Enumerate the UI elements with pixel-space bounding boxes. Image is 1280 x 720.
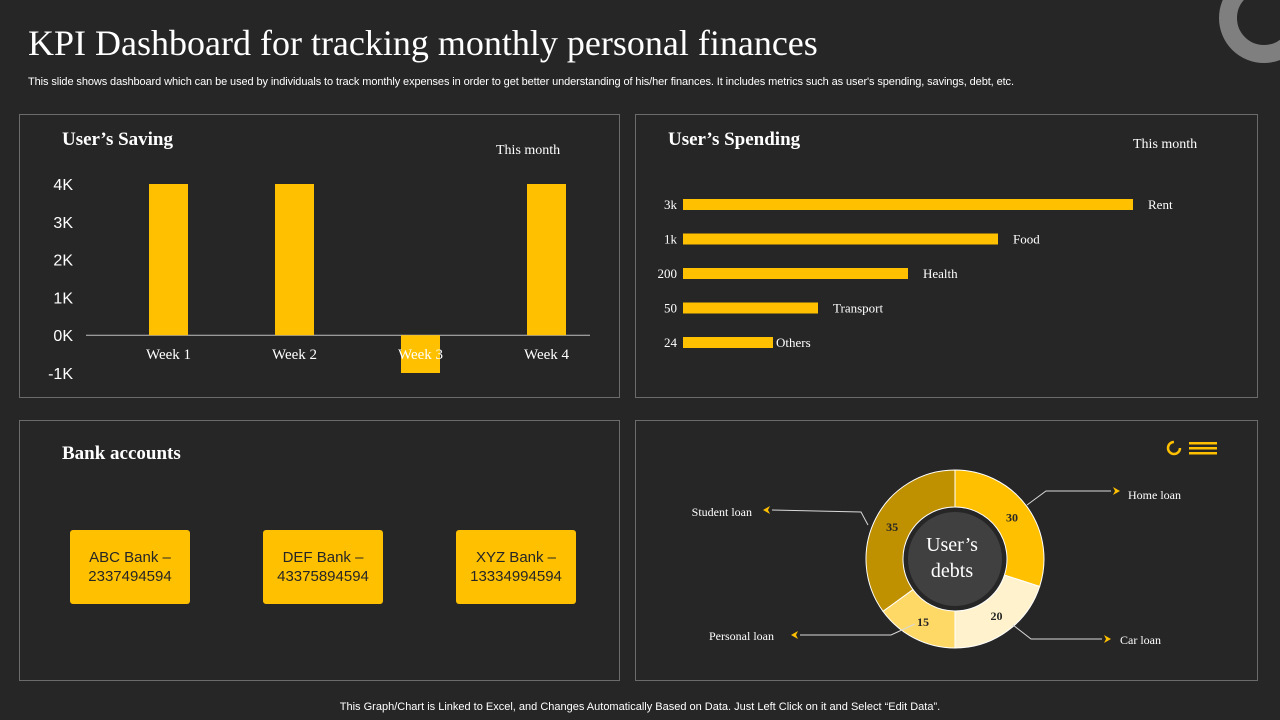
- bank-card-xyz[interactable]: XYZ Bank – 13334994594: [456, 530, 576, 604]
- footer-note: This Graph/Chart is Linked to Excel, and…: [339, 701, 941, 713]
- callout-line: [1026, 490, 1111, 506]
- x-tick-label: Week 2: [272, 347, 317, 363]
- spending-category-label: Rent: [1148, 197, 1173, 212]
- y-tick-label: 2K: [53, 253, 73, 270]
- debt-value-label: 30: [1006, 511, 1018, 525]
- bank-title: Bank accounts: [62, 443, 181, 464]
- x-tick-label: Week 1: [146, 347, 191, 363]
- callout-line: [771, 509, 869, 526]
- donut-center: [908, 512, 1002, 606]
- spending-value-label: 200: [658, 266, 678, 281]
- bank-card-abc[interactable]: ABC Bank – 2337494594: [70, 530, 190, 604]
- spending-category-label: Food: [1013, 232, 1040, 247]
- spending-bar-chart[interactable]: 3k Rent 1k Food 200 Health 50 Transport 24 Others: [636, 115, 1259, 399]
- bank-name: XYZ Bank –: [475, 549, 557, 566]
- spending-value-label: 24: [664, 335, 678, 350]
- x-tick-label: Week 4: [524, 347, 570, 363]
- saving-bar[interactable]: [401, 335, 440, 373]
- spending-period-label: This month: [1133, 137, 1198, 152]
- decorative-ring: [1219, 0, 1280, 63]
- callout-arrow: [763, 506, 770, 514]
- debt-slice[interactable]: [954, 469, 1045, 588]
- debts-donut-chart[interactable]: User’s debts 30 20 15 35 Home loan Car loan Pers…: [636, 421, 1259, 682]
- bank-name: DEF Bank –: [282, 549, 364, 566]
- y-tick-label: 1K: [53, 290, 73, 307]
- donut-center-label: debts: [931, 560, 973, 582]
- saving-bar[interactable]: [149, 184, 188, 336]
- callout-line: [800, 623, 916, 636]
- saving-period-label: This month: [496, 143, 561, 158]
- debt-value-label: 35: [886, 520, 898, 534]
- legend-icons[interactable]: [1164, 437, 1224, 461]
- bank-card-def[interactable]: DEF Bank – 43375894594: [263, 530, 383, 604]
- spending-value-label: 50: [664, 301, 677, 316]
- spending-bar[interactable]: [683, 233, 998, 245]
- bank-account-number: 43375894594: [277, 568, 369, 585]
- y-tick-label: 3K: [53, 215, 73, 232]
- debt-value-label: 20: [990, 609, 1002, 623]
- spending-bar[interactable]: [683, 268, 908, 279]
- debt-category-label: Student loan: [692, 505, 752, 519]
- callout-arrow: [1113, 487, 1120, 495]
- debt-value-label: 15: [917, 615, 929, 629]
- donut-icon[interactable]: [1166, 440, 1182, 456]
- page-subtitle: This slide shows dashboard which can be …: [28, 76, 1014, 88]
- page-title: KPI Dashboard for tracking monthly perso…: [28, 23, 818, 63]
- saving-bar[interactable]: [275, 184, 314, 336]
- y-tick-label: -1K: [48, 366, 73, 383]
- saving-panel: User’s Saving This month 4K 3K 2K 1K 0K -1K We…: [19, 114, 620, 398]
- debt-slice[interactable]: [865, 469, 956, 613]
- callout-arrow: [791, 631, 798, 639]
- debt-category-label: Car loan: [1120, 633, 1161, 647]
- y-tick-label: 0K: [53, 328, 73, 345]
- bank-name: ABC Bank –: [89, 549, 171, 566]
- y-tick-label: 4K: [53, 177, 73, 194]
- saving-bar[interactable]: [527, 184, 566, 336]
- debt-category-label: Home loan: [1128, 488, 1181, 502]
- spending-category-label: Others: [776, 335, 811, 350]
- x-tick-label: Week 3: [398, 347, 443, 363]
- callout-line: [1012, 624, 1102, 640]
- spending-bar[interactable]: [683, 337, 773, 348]
- spending-category-label: Transport: [833, 301, 883, 316]
- spending-category-label: Health: [923, 266, 958, 281]
- spending-value-label: 1k: [664, 232, 678, 247]
- bank-account-number: 2337494594: [88, 568, 172, 585]
- debt-category-label: Personal loan: [709, 629, 774, 643]
- bank-account-number: 13334994594: [470, 568, 562, 585]
- saving-bar-chart[interactable]: 4K 3K 2K 1K 0K -1K Week 1 Week 2 Week 3 Week 4: [20, 115, 621, 399]
- spending-title: User’s Spending: [668, 129, 801, 150]
- spending-value-label: 3k: [664, 197, 678, 212]
- bars-icon[interactable]: [1189, 442, 1217, 455]
- spending-panel: User’s Spending This month 3k Rent 1k Food 2…: [635, 114, 1258, 398]
- spending-bar[interactable]: [683, 199, 1133, 210]
- saving-title: User’s Saving: [62, 129, 174, 150]
- donut-center-label: User’s: [926, 534, 978, 556]
- bank-panel: Bank accounts ABC Bank – 2337494594 DEF …: [19, 420, 620, 681]
- spending-bar[interactable]: [683, 302, 818, 314]
- debts-panel: User’s debts 30 20 15 35 Home loan Car loan Pers…: [635, 420, 1258, 681]
- callout-arrow: [1104, 635, 1111, 643]
